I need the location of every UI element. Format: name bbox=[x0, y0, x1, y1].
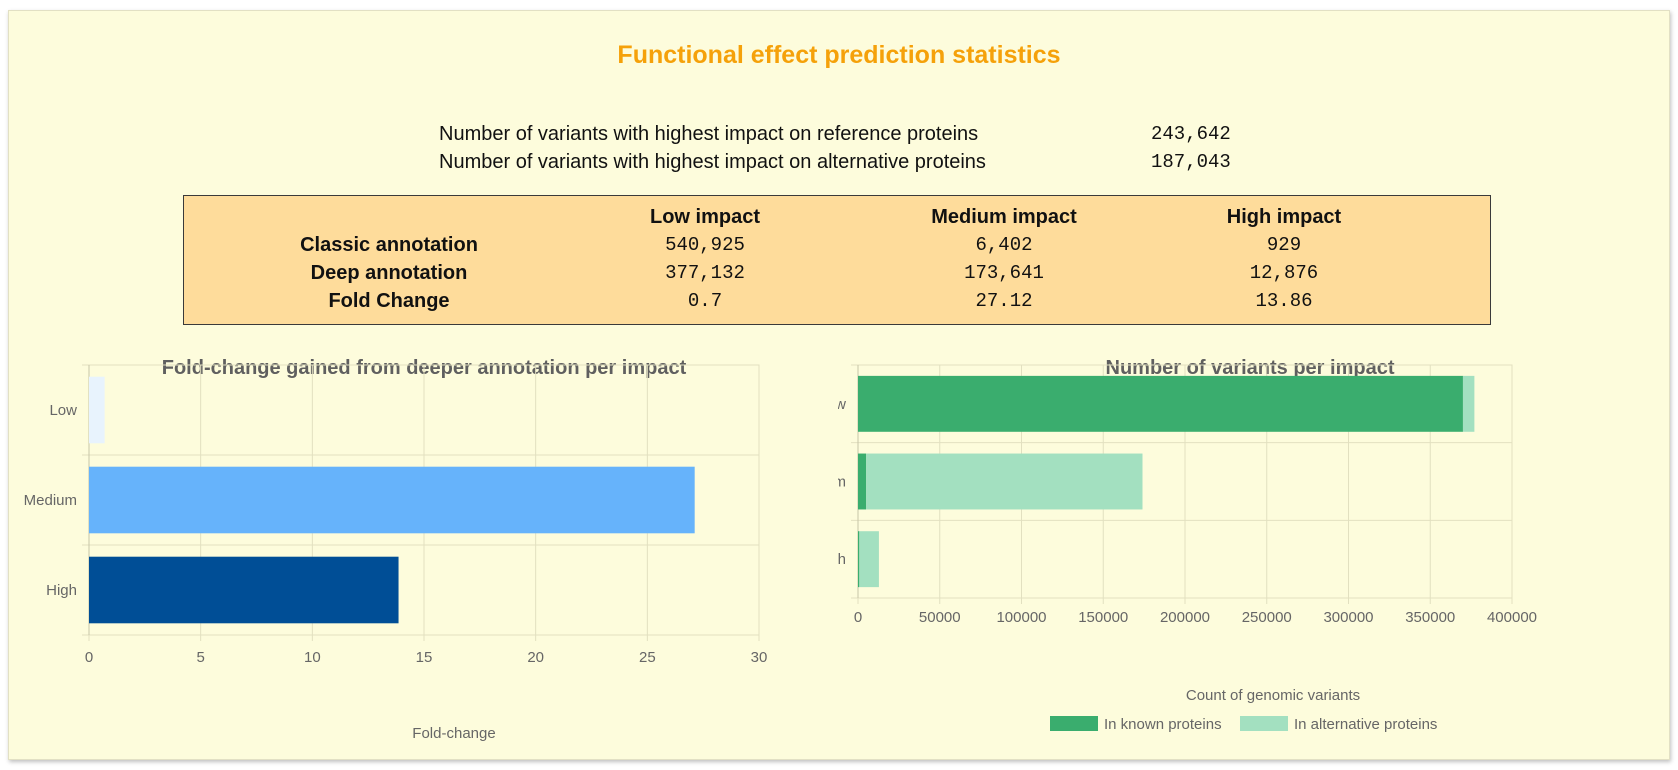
impact-table: Low impact Medium impact High impact Cla… bbox=[183, 195, 1491, 325]
bar-low-known bbox=[858, 375, 1463, 432]
tick-label-x: 20 bbox=[527, 649, 544, 666]
header-low-impact: Low impact bbox=[649, 206, 760, 228]
tick-label-x: 50000 bbox=[919, 609, 961, 626]
summary-row-alternative: Number of variants with highest impact o… bbox=[439, 151, 1269, 179]
category-label: High bbox=[838, 551, 846, 568]
category-label: Low bbox=[49, 402, 77, 419]
cell-classic-high: 929 bbox=[1266, 234, 1302, 256]
category-label: Medium bbox=[24, 492, 77, 509]
summary-label: Number of variants with highest impact o… bbox=[439, 123, 979, 145]
bars bbox=[858, 375, 1475, 588]
axis-labels: 0 5 10 15 20 25 30 Low Medium High bbox=[24, 402, 768, 666]
legend-label-known: In known proteins bbox=[1104, 716, 1222, 733]
bar-low bbox=[89, 376, 105, 444]
tick-label-x: 30 bbox=[751, 649, 768, 666]
bar-high-known bbox=[858, 531, 860, 588]
tick-label-x: 15 bbox=[416, 649, 433, 666]
page-title: Functional effect prediction statistics bbox=[617, 41, 1061, 69]
tick-label-x: 300000 bbox=[1323, 609, 1373, 626]
bar-medium bbox=[89, 466, 695, 534]
legend-swatch-alternative bbox=[1240, 716, 1288, 731]
row-label-classic: Classic annotation bbox=[300, 234, 478, 256]
bar-low-alternative bbox=[1462, 375, 1475, 432]
summary-label: Number of variants with highest impact o… bbox=[439, 151, 986, 173]
bar-high bbox=[89, 556, 399, 624]
row-label-fold-change: Fold Change bbox=[328, 290, 450, 312]
bar-medium-alternative bbox=[866, 453, 1143, 510]
axis-labels: 0 50000 100000 150000 200000 250000 300000 3500… bbox=[838, 396, 1537, 626]
tick-label-x: 100000 bbox=[996, 609, 1046, 626]
tick-label-x: 10 bbox=[304, 649, 321, 666]
x-axis-label: Fold-change bbox=[412, 725, 495, 742]
cell-deep-high: 12,876 bbox=[1249, 262, 1319, 284]
tick-label-x: 150000 bbox=[1078, 609, 1128, 626]
tick-label-x: 350000 bbox=[1405, 609, 1455, 626]
variant-count-chart: Number of variants per impact 0 50000 1000… bbox=[838, 357, 1537, 733]
cell-deep-medium: 173,641 bbox=[964, 262, 1044, 284]
bar-high-alternative bbox=[859, 531, 879, 588]
cell-classic-medium: 6,402 bbox=[975, 234, 1033, 256]
cell-fold-low: 0.7 bbox=[687, 290, 723, 312]
legend-label-alternative: In alternative proteins bbox=[1294, 716, 1437, 733]
tick-label-x: 0 bbox=[85, 649, 93, 666]
header-high-impact: High impact bbox=[1226, 206, 1342, 228]
tick-label-x: 25 bbox=[639, 649, 656, 666]
header-medium-impact: Medium impact bbox=[931, 206, 1077, 228]
category-label: Medium bbox=[838, 474, 846, 491]
tick-label-x: 200000 bbox=[1160, 609, 1210, 626]
tick-label-x: 400000 bbox=[1487, 609, 1537, 626]
summary-value: 187,043 bbox=[1151, 151, 1231, 173]
summary-value: 243,642 bbox=[1151, 123, 1231, 145]
bar-medium-known bbox=[858, 453, 867, 510]
legend: In known proteins In alternative protein… bbox=[1050, 716, 1437, 733]
row-label-deep: Deep annotation bbox=[310, 262, 468, 284]
cell-deep-low: 377,132 bbox=[665, 262, 745, 284]
legend-swatch-known bbox=[1050, 716, 1098, 731]
summary-block: Number of variants with highest impact o… bbox=[439, 123, 1269, 179]
tick-label-x: 0 bbox=[854, 609, 862, 626]
tick-label-x: 5 bbox=[196, 649, 204, 666]
category-label: Low bbox=[838, 396, 846, 413]
cell-fold-medium: 27.12 bbox=[975, 290, 1033, 312]
x-axis-label: Count of genomic variants bbox=[1186, 687, 1360, 704]
category-label: High bbox=[46, 582, 77, 599]
fold-change-chart: Fold-change gained from deeper annotatio… bbox=[24, 357, 768, 742]
cell-classic-low: 540,925 bbox=[665, 234, 745, 256]
cell-fold-high: 13.86 bbox=[1255, 290, 1313, 312]
bars bbox=[89, 376, 695, 624]
summary-row-reference: Number of variants with highest impact o… bbox=[439, 123, 1269, 151]
chart-title: Number of variants per impact bbox=[1106, 357, 1395, 379]
tick-label-x: 250000 bbox=[1242, 609, 1292, 626]
